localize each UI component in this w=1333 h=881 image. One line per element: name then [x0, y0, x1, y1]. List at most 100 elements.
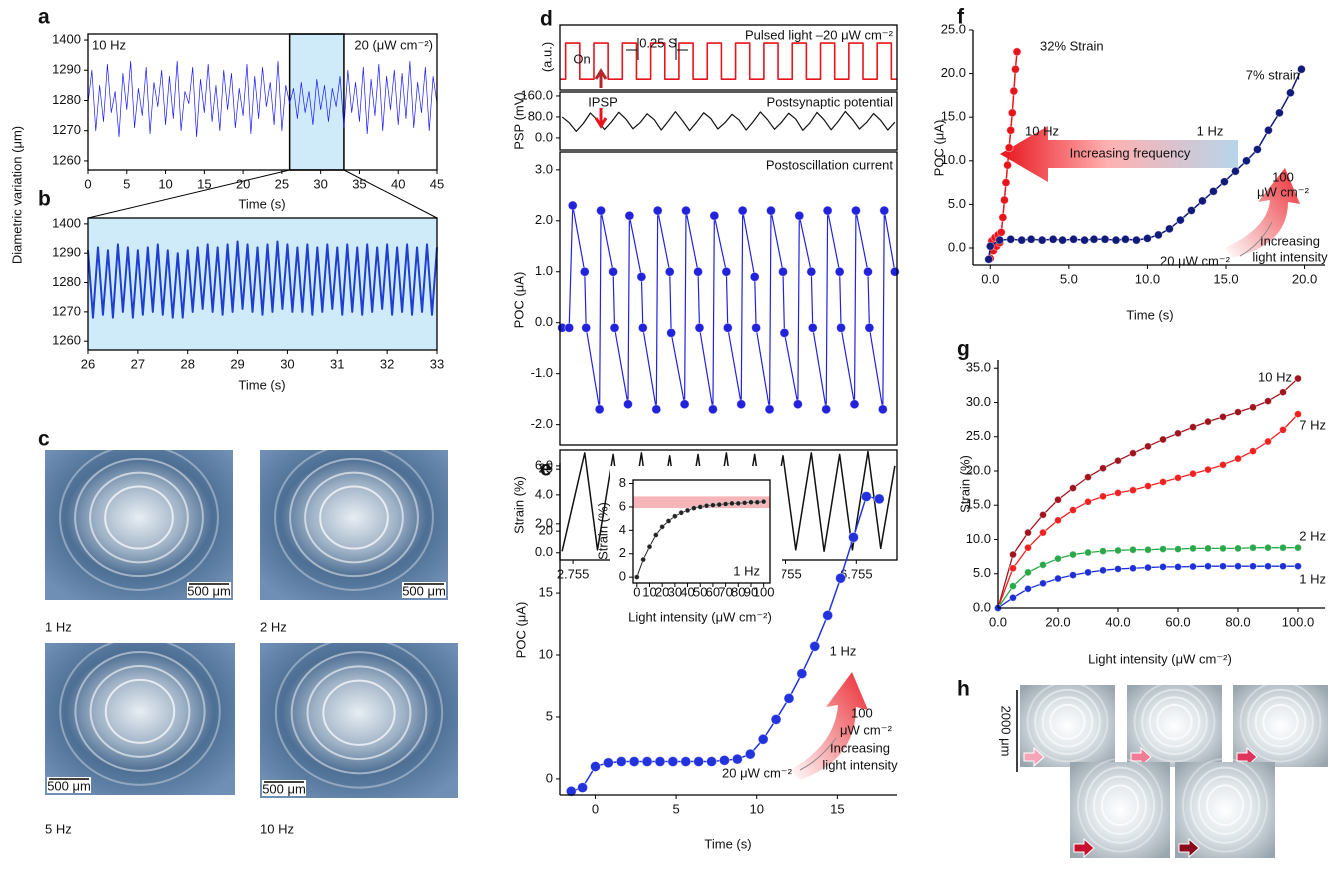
- marker: [770, 714, 782, 725]
- marker: [1099, 547, 1107, 556]
- annotation: 10 Hz: [1025, 123, 1059, 138]
- x-tick-label: 0.0: [981, 271, 999, 286]
- arrow-icon: [1023, 746, 1045, 768]
- arrow-icon: [1130, 746, 1152, 768]
- x-axis-label: Time (s): [238, 377, 285, 392]
- marker: [807, 322, 818, 333]
- marker: [1209, 186, 1218, 196]
- marker: [1054, 554, 1062, 563]
- y-tick-label: 20.0: [941, 65, 966, 80]
- photo-ring: [306, 665, 412, 761]
- marker: [1099, 566, 1107, 575]
- marker: [1154, 230, 1163, 240]
- photo-ring: [59, 636, 221, 786]
- x-tick-label: 26: [81, 356, 95, 371]
- marker: [646, 543, 653, 550]
- y-tick-label: 15.0: [941, 109, 966, 124]
- scale-bar-label: 500 μm: [262, 781, 306, 796]
- photo-ring: [1034, 688, 1101, 755]
- marker: [716, 501, 723, 508]
- marker: [1004, 143, 1014, 153]
- marker: [1204, 562, 1212, 571]
- x-tick-label: 70: [718, 584, 732, 599]
- marker: [1144, 563, 1152, 572]
- y-tick-label: 35.0: [966, 360, 991, 375]
- y-tick-label: 8: [619, 475, 626, 490]
- annotation: 20 μW cm⁻²: [722, 765, 793, 780]
- annotation: light intensity: [1252, 249, 1328, 264]
- arrow-icon: [1236, 746, 1258, 768]
- photo-ring: [1041, 696, 1094, 748]
- marker: [640, 556, 647, 563]
- inset-box: [610, 466, 782, 628]
- marker: [1294, 374, 1302, 383]
- plot-frame: [559, 151, 898, 446]
- y-tick-label: 20: [539, 523, 553, 538]
- marker: [1249, 562, 1257, 571]
- series-line: [561, 110, 896, 132]
- marker: [1189, 423, 1197, 432]
- photo: [45, 450, 233, 600]
- marker: [996, 227, 1006, 237]
- marker: [1264, 437, 1272, 446]
- x-tick-label: 40: [391, 176, 405, 191]
- marker: [783, 692, 795, 704]
- marker: [1114, 489, 1122, 497]
- marker: [722, 322, 733, 333]
- x-axis-label: Light intensity (μW cm⁻²): [628, 609, 772, 624]
- annotation: 100: [851, 705, 873, 720]
- marker: [821, 404, 832, 415]
- series-line: [87, 240, 438, 319]
- series-label: 7% strain: [1246, 67, 1300, 82]
- y-tick-label: 20.0: [966, 462, 991, 477]
- marker: [1165, 224, 1174, 234]
- y-tick-label: 25.0: [966, 428, 991, 443]
- marker: [741, 499, 748, 506]
- marker: [1286, 88, 1295, 98]
- marker: [835, 572, 846, 584]
- marker: [581, 322, 592, 333]
- panel-letter: g: [957, 338, 970, 361]
- marker: [609, 322, 620, 333]
- zoom-line: [343, 169, 438, 219]
- y-tick-label: 25: [539, 461, 553, 476]
- marker: [637, 322, 648, 333]
- y-tick-label: 2.0: [535, 212, 553, 227]
- x-tick-label: 0: [633, 584, 640, 599]
- marker: [779, 327, 790, 338]
- x-tick-label: 15: [197, 176, 211, 191]
- y-tick-label: 1270: [52, 303, 81, 318]
- x-tick-label: 10.0: [1135, 271, 1160, 286]
- marker: [1129, 545, 1137, 554]
- panel-letter: b: [38, 188, 51, 211]
- marker: [1001, 178, 1011, 187]
- marker: [628, 756, 640, 767]
- image-caption: 5 Hz: [45, 821, 72, 836]
- y-tick-label: 0.0: [535, 314, 553, 329]
- y-tick-label: 1.0: [535, 263, 553, 278]
- marker: [1219, 544, 1227, 553]
- y-tick-label: 80.0: [528, 108, 553, 123]
- photo-ring: [74, 650, 206, 772]
- marker: [703, 502, 710, 509]
- marker: [764, 404, 775, 415]
- marker: [1174, 429, 1182, 438]
- marker: [1039, 510, 1047, 519]
- photo-ring: [104, 485, 174, 550]
- marker: [721, 266, 732, 277]
- marker: [577, 782, 588, 793]
- marker: [1012, 47, 1022, 57]
- x-tick-label: 10: [158, 176, 172, 191]
- marker: [1249, 543, 1257, 552]
- photo-ring: [1077, 757, 1163, 853]
- x-tick-label: 45: [430, 176, 444, 191]
- annotation: 10 Hz: [92, 37, 126, 52]
- y-tick-label: 10: [539, 646, 553, 661]
- marker: [681, 205, 691, 216]
- zoom-box: [288, 33, 345, 171]
- marker: [1294, 562, 1302, 571]
- y-tick-label: 1400: [52, 215, 81, 230]
- image-caption: 10 Hz: [260, 821, 294, 836]
- y-tick-label: -2.0: [531, 416, 553, 431]
